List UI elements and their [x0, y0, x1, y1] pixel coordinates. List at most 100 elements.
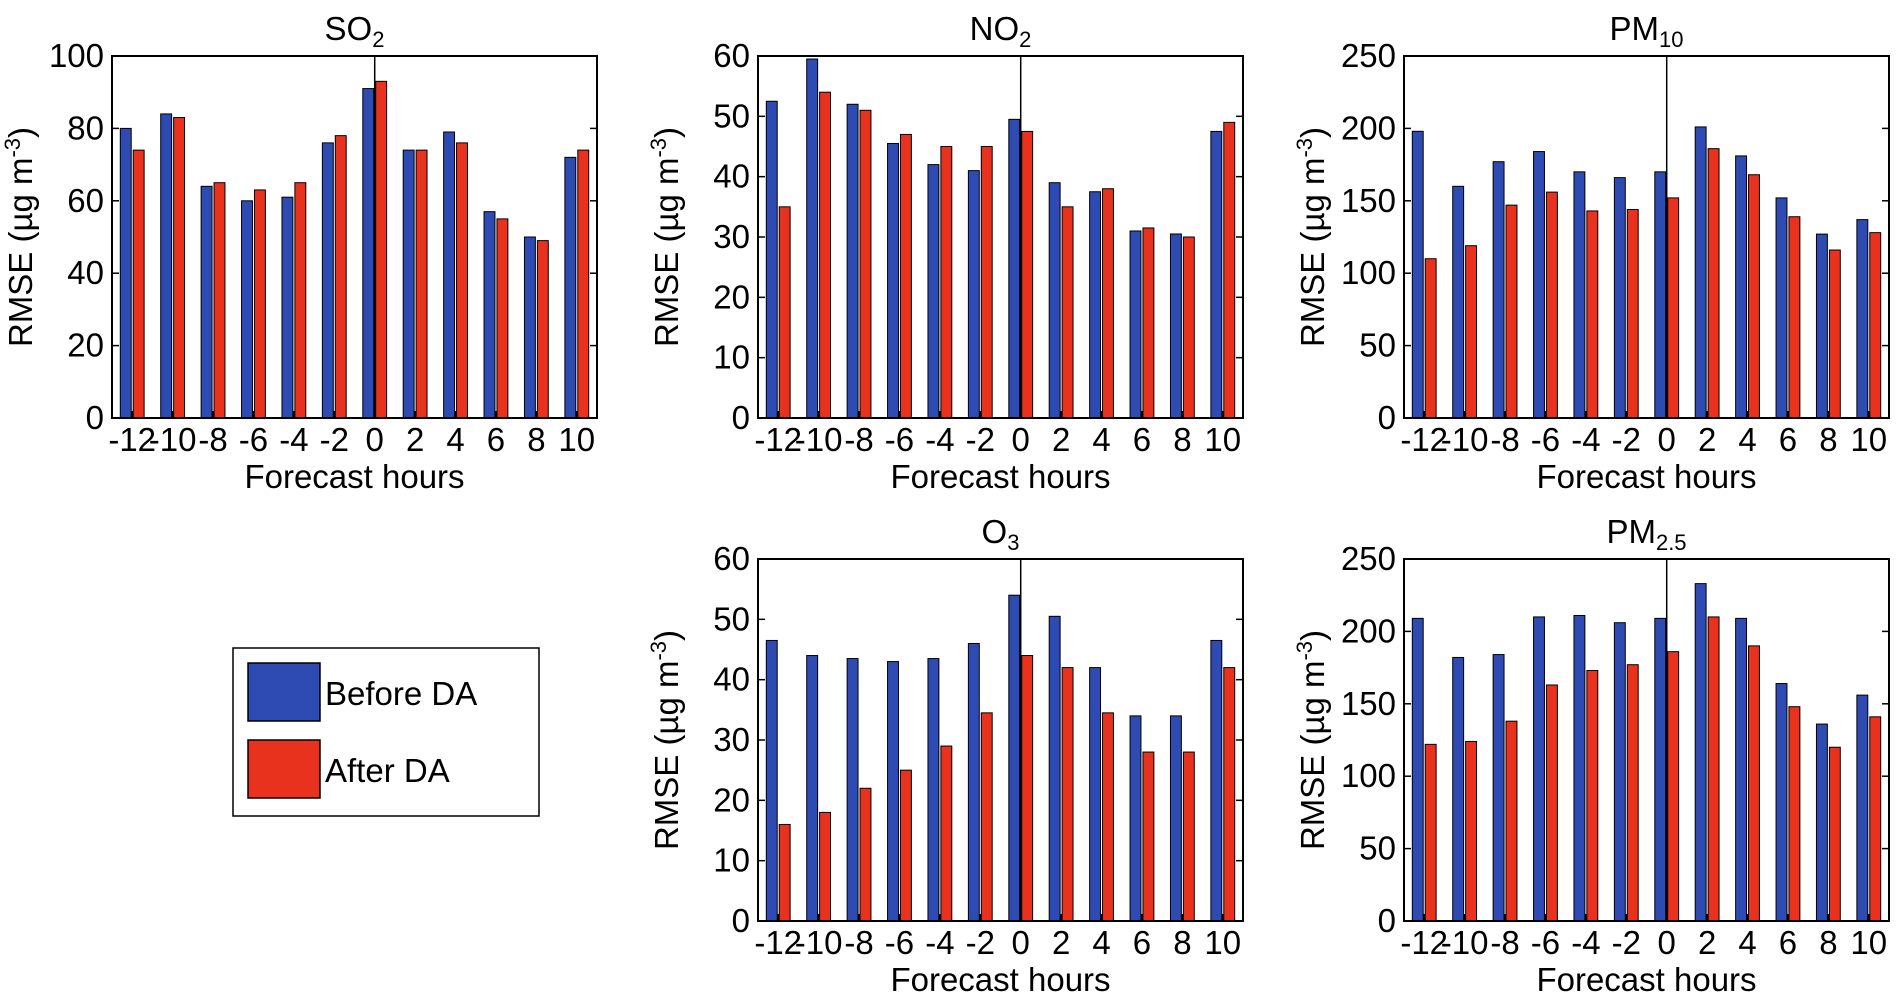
bar-before-da — [1775, 197, 1788, 419]
y-tick-label: 0 — [1378, 399, 1396, 436]
bar-after-da — [253, 189, 266, 419]
y-axis-label-main: RMSE (µg m — [1294, 661, 1331, 851]
bar-after-da — [1748, 645, 1760, 922]
chart-title: PM10 — [1610, 10, 1684, 52]
x-tick-label: 0 — [1658, 421, 1676, 458]
x-tick-label: -4 — [1571, 421, 1600, 458]
y-axis-label-main: RMSE (µg m — [2, 158, 39, 348]
bar-after-da — [1667, 651, 1680, 922]
x-tick-label: 6 — [1133, 421, 1151, 458]
bar-after-da — [173, 117, 186, 419]
y-tick-label: 30 — [713, 218, 750, 255]
bar-before-da — [1452, 185, 1465, 419]
bar-before-da — [1210, 130, 1223, 419]
y-axis-label-superscript: -3 — [1292, 138, 1317, 158]
bar-before-da — [321, 142, 334, 419]
chart-title-main: SO — [325, 10, 373, 47]
bar-after-da — [819, 811, 832, 922]
x-axis-label: Forecast hours — [1536, 961, 1756, 994]
bar-after-da — [1142, 227, 1155, 419]
bar-after-da — [1828, 249, 1841, 419]
bar-before-da — [281, 196, 294, 419]
bar-before-da — [1775, 683, 1788, 922]
bar-after-da — [1788, 216, 1801, 419]
bar-after-da — [1626, 208, 1639, 419]
y-tick-label: 100 — [1341, 254, 1396, 291]
x-tick-label: 0 — [1012, 924, 1030, 961]
y-axis-label-end: ) — [1294, 127, 1331, 138]
x-tick-label: -8 — [844, 924, 873, 961]
x-tick-label: -12 — [1400, 421, 1448, 458]
bar-before-da — [241, 200, 253, 419]
bar-before-da — [1573, 614, 1586, 922]
bar-after-da — [980, 712, 993, 922]
x-tick-label: -8 — [198, 421, 227, 458]
bar-before-da — [1613, 177, 1626, 419]
x-axis-label: Forecast hours — [890, 458, 1110, 495]
y-axis-label-end: ) — [648, 630, 685, 641]
chart-title-subscript: 2 — [372, 27, 384, 52]
bar-after-da — [1586, 210, 1599, 419]
x-tick-label: -2 — [966, 421, 995, 458]
y-tick-label: 0 — [1378, 902, 1396, 939]
y-tick-label: 0 — [732, 399, 750, 436]
bar-after-da — [859, 787, 872, 922]
y-tick-label: 100 — [49, 37, 104, 74]
legend-label-after: After DA — [325, 752, 450, 789]
bar-after-da — [1182, 751, 1195, 922]
bar-before-da — [1856, 219, 1869, 419]
chart-title: PM2.5 — [1606, 513, 1686, 555]
bar-after-da — [1021, 655, 1034, 922]
bar-after-da — [819, 91, 832, 419]
bar-before-da — [1694, 583, 1707, 922]
y-tick-label: 80 — [67, 109, 104, 146]
bar-after-da — [1182, 236, 1195, 419]
bar-before-da — [1654, 171, 1667, 419]
x-tick-label: -2 — [1612, 421, 1641, 458]
y-tick-label: 60 — [713, 37, 750, 74]
y-tick-label: 30 — [713, 721, 750, 758]
y-axis-label-superscript: -3 — [1292, 641, 1317, 661]
y-axis-label-end: ) — [1294, 630, 1331, 641]
bar-before-da — [1129, 230, 1142, 419]
x-tick-label: 10 — [1204, 421, 1241, 458]
x-tick-label: 6 — [1133, 924, 1151, 961]
bar-after-da — [294, 182, 307, 419]
x-tick-label: -10 — [1441, 924, 1489, 961]
bar-after-da — [415, 149, 428, 419]
bar-before-da — [1735, 617, 1748, 922]
legend-swatch-before — [247, 662, 321, 722]
bar-before-da — [160, 113, 173, 419]
x-tick-label: -6 — [1531, 421, 1560, 458]
bar-before-da — [1008, 118, 1021, 419]
x-tick-label: 2 — [406, 421, 424, 458]
bar-before-da — [1411, 130, 1424, 419]
x-tick-label: 0 — [1658, 924, 1676, 961]
y-tick-label: 40 — [713, 158, 750, 195]
bar-before-da — [1815, 233, 1828, 419]
bar-before-da — [1089, 667, 1102, 922]
bar-after-da — [980, 146, 993, 419]
x-tick-label: -8 — [1490, 421, 1519, 458]
bar-after-da — [1223, 667, 1236, 922]
bar-before-da — [967, 642, 980, 922]
bar-after-da — [1707, 616, 1720, 922]
y-axis-label: RMSE (µg m-3) — [0, 127, 39, 347]
bar-after-da — [1626, 664, 1639, 922]
x-tick-label: 10 — [1850, 924, 1887, 961]
y-tick-label: 200 — [1341, 109, 1396, 146]
bar-after-da — [1707, 148, 1720, 419]
y-axis-label-main: RMSE (µg m — [1294, 158, 1331, 348]
chart-title-main: NO — [970, 10, 1020, 47]
x-tick-label: -6 — [885, 421, 914, 458]
y-tick-label: 200 — [1341, 612, 1396, 649]
x-tick-label: -10 — [795, 924, 843, 961]
x-tick-label: -2 — [966, 924, 995, 961]
y-tick-label: 50 — [1359, 327, 1396, 364]
x-tick-label: 2 — [1052, 924, 1070, 961]
bar-before-da — [119, 127, 132, 419]
